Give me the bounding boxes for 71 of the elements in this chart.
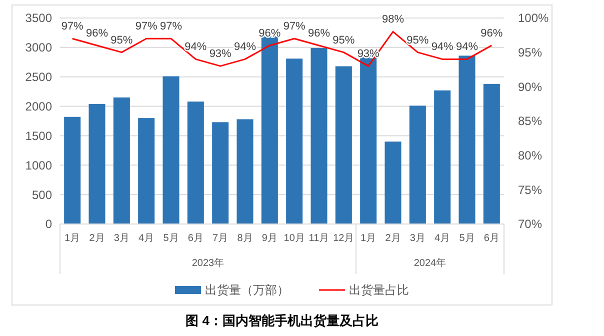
bar [64,116,81,224]
x-tick-label: 6月 [484,233,500,244]
x-tick-label: 1月 [64,233,80,244]
y-tick-label: 3000 [25,40,52,55]
text: 2024年 [414,257,446,269]
x-tick-label: 5月 [459,233,475,244]
bar [434,90,451,224]
bar [409,106,426,224]
y-tick-label: 2000 [25,99,52,114]
bar [138,118,155,224]
bar [335,66,352,224]
text: 图 4：国内智能手机出货量及占比 [186,313,378,328]
x-tick-label: 5月 [163,233,179,244]
x-tick-label: 2月 [385,233,401,244]
x-tick-label: 11月 [308,233,330,244]
x-tick-label: 4月 [138,233,154,244]
x-tick-label: 7月 [212,233,228,244]
data-label: 97% [283,20,306,33]
data-label: 96% [86,27,108,40]
legend-label: 出货量占比 [349,283,409,298]
x-tick-label: 2月 [89,233,105,244]
y-tick-label: 1000 [25,158,52,172]
data-label: 95% [406,34,429,46]
y2-tick-label: 100% [518,11,550,26]
x-tick-label: 8月 [237,233,253,244]
y-tick-label: 500 [32,188,52,202]
y2-tick-label: 70% [518,217,542,232]
bar [310,48,328,224]
y2-tick-label: 95% [518,46,542,60]
data-label: 97% [160,20,182,33]
data-label: 95% [110,34,133,46]
y2-tick-label: 90% [518,80,542,94]
x-tick-label: 4月 [434,233,450,244]
legend-label: 出货量（万部） [205,283,289,298]
data-label: 98% [382,14,404,26]
bar [384,142,402,224]
x-tick-label: 3月 [114,233,130,244]
x-tick-label: 1月 [360,233,376,244]
x-tick-label: 12月 [333,233,354,244]
data-label: 97% [135,20,158,33]
data-label: 93% [209,48,232,60]
data-label: 94% [431,41,454,54]
data-label: 97% [61,20,84,33]
y2-tick-label: 75% [518,182,542,197]
data-label: 95% [332,34,355,46]
bar [212,122,229,224]
y2-tick-label: 85% [518,114,542,128]
y-tick-label: 2500 [25,70,52,84]
text: 2023年 [192,257,224,269]
x-tick-label: 6月 [188,233,204,244]
data-label: 94% [456,41,478,54]
y-tick-label: 0 [45,217,52,232]
bar [483,84,500,224]
data-label: 94% [184,41,207,54]
y-tick-label: 1500 [25,128,52,143]
bar [187,102,204,224]
bar [261,36,278,224]
x-tick-label: 3月 [410,233,426,244]
x-tick-label: 10月 [284,233,305,244]
bar [113,97,130,224]
y-tick-label: 3500 [25,11,52,26]
x-tick-label: 9月 [262,233,278,244]
data-label: 94% [234,41,256,54]
bar [88,104,106,224]
bar [236,119,254,224]
y2-tick-label: 80% [518,148,542,163]
bar [458,56,476,224]
data-label: 96% [480,27,503,40]
bar [286,58,303,224]
data-label: 96% [308,27,330,40]
bar [162,76,180,224]
